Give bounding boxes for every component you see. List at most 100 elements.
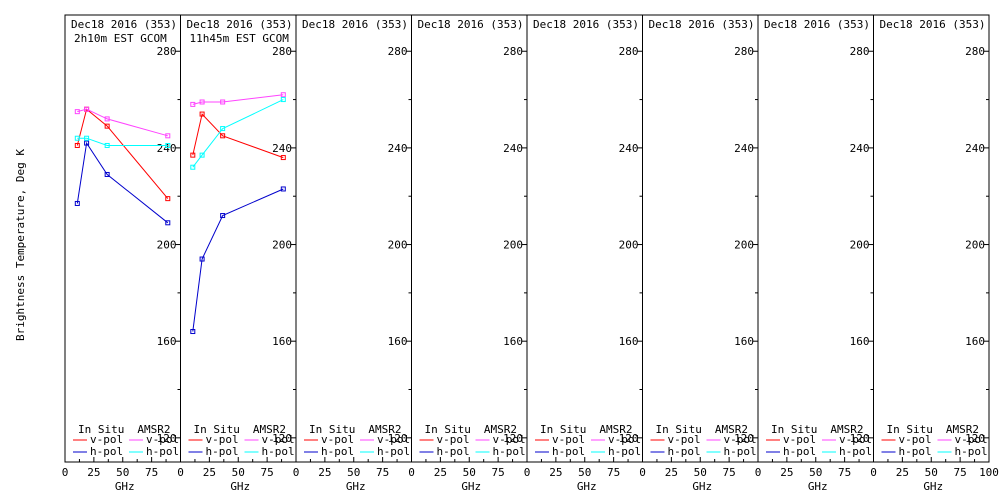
series-line <box>76 141 169 224</box>
y-tick-label: 240 <box>503 142 523 155</box>
series-point <box>220 213 226 219</box>
x-tick-label: 50 <box>578 466 591 479</box>
y-tick-label: 200 <box>503 239 523 252</box>
y-tick-label: 280 <box>734 45 754 58</box>
legend-insitu-title: In Situ <box>194 423 240 436</box>
series-point <box>199 111 205 117</box>
series-line <box>76 108 169 199</box>
legend-insitu-h-pol-label: h-pol <box>206 445 239 458</box>
legend-insitu-v-pol-label: v-pol <box>668 433 701 446</box>
y-tick-label: 160 <box>965 335 985 348</box>
y-tick-label: 120 <box>157 432 177 445</box>
x-tick-label: 0 <box>524 466 531 479</box>
legend-amsr2-title: AMSR2 <box>368 423 401 436</box>
legend-insitu-title: In Situ <box>887 423 933 436</box>
y-tick-label: 200 <box>272 239 292 252</box>
y-tick-label: 240 <box>965 142 985 155</box>
panel-1: Dec18 2016 (353)2h10m EST GCOM 120 160 200 2… <box>62 14 181 493</box>
y-tick-label: 280 <box>157 45 177 58</box>
legend-insitu-v-pol-label: v-pol <box>783 433 816 446</box>
x-tick-label: 0 <box>755 466 762 479</box>
legend-amsr2-v-pol-label: v-pol <box>493 433 526 446</box>
x-tick-label: 50 <box>116 466 129 479</box>
legend-insitu-title: In Situ <box>78 423 124 436</box>
series-point <box>220 99 226 105</box>
panel-4: Dec18 2016 (353) 120 160 200 240 280 0 25 50 75 GH… <box>408 14 528 493</box>
y-tick-label: 240 <box>619 142 639 155</box>
legend-insitu-h-pol-label: h-pol <box>783 445 816 458</box>
y-tick-label: 160 <box>734 335 754 348</box>
y-tick-label: 240 <box>388 142 408 155</box>
series-point <box>190 101 196 107</box>
series-point <box>199 99 205 105</box>
series-insitu_h <box>74 140 171 226</box>
x-tick-label: 50 <box>694 466 707 479</box>
x-tick-label: 75 <box>954 466 967 479</box>
legend-insitu-h-pol-label: h-pol <box>668 445 701 458</box>
legend-amsr2-v-pol-label: v-pol <box>608 433 641 446</box>
legend-amsr2-title: AMSR2 <box>946 423 979 436</box>
y-tick-label: 280 <box>850 45 870 58</box>
series-point <box>220 133 226 139</box>
series-line <box>192 94 284 105</box>
panel-title: Dec18 2016 (353) <box>764 18 870 31</box>
x-axis-label: GHz <box>692 480 712 493</box>
legend-amsr2-h-pol-label: h-pol <box>839 445 872 458</box>
series-point <box>104 116 110 122</box>
x-tick-label: 100 <box>979 466 999 479</box>
series-point <box>199 256 205 262</box>
y-tick-label: 280 <box>965 45 985 58</box>
legend-insitu-title: In Situ <box>309 423 355 436</box>
x-tick-label: 0 <box>177 466 184 479</box>
y-tick-label: 240 <box>272 142 292 155</box>
y-tick-label: 200 <box>388 239 408 252</box>
y-tick-label: 120 <box>734 432 754 445</box>
x-tick-label: 75 <box>607 466 620 479</box>
series-insitu_h <box>190 186 286 335</box>
x-tick-label: 50 <box>232 466 245 479</box>
panels: Dec18 2016 (353)2h10m EST GCOM1201602002… <box>62 14 999 493</box>
series-amsr2_h <box>74 135 171 148</box>
legend-insitu-h-pol-label: h-pol <box>899 445 932 458</box>
x-tick-label: 50 <box>463 466 476 479</box>
series-point <box>220 126 226 132</box>
y-tick-label: 280 <box>619 45 639 58</box>
legend-amsr2-h-pol-label: h-pol <box>493 445 526 458</box>
series-point <box>165 133 171 139</box>
y-tick-label: 280 <box>388 45 408 58</box>
series-point <box>280 186 286 192</box>
y-tick-label: 160 <box>272 335 292 348</box>
series-point <box>104 171 110 177</box>
legend-amsr2-h-pol-label: h-pol <box>724 445 757 458</box>
legend-insitu-h-pol-label: h-pol <box>552 445 585 458</box>
x-tick-label: 25 <box>434 466 447 479</box>
y-tick-label: 200 <box>965 239 985 252</box>
panel-5: Dec18 2016 (353) 120 160 200 240 280 0 25 50 75 GH… <box>524 14 643 493</box>
series-amsr2_h <box>190 97 286 170</box>
panel-3: Dec18 2016 (353) 120 160 200 240 280 0 25 50 75 GH… <box>293 14 412 493</box>
x-tick-label: 50 <box>809 466 822 479</box>
x-tick-label: 25 <box>549 466 562 479</box>
x-tick-label: 50 <box>347 466 360 479</box>
panel-7: Dec18 2016 (353) 120 160 200 240 280 0 25 50 75 GH… <box>755 14 874 493</box>
series-point <box>165 142 171 148</box>
y-tick-label: 120 <box>272 432 292 445</box>
legend-insitu-h-pol-label: h-pol <box>437 445 470 458</box>
y-tick-label: 160 <box>850 335 870 348</box>
x-axis-label: GHz <box>230 480 250 493</box>
legend-amsr2-v-pol-label: v-pol <box>839 433 872 446</box>
legend-insitu-v-pol-label: v-pol <box>321 433 354 446</box>
panel-title: Dec18 2016 (353) <box>533 18 639 31</box>
legend-insitu-v-pol-label: v-pol <box>437 433 470 446</box>
series-point <box>74 200 80 206</box>
series-point <box>84 140 90 146</box>
series-amsr2_v <box>190 92 286 107</box>
legend-amsr2-title: AMSR2 <box>253 423 286 436</box>
x-axis-label: GHz <box>923 480 943 493</box>
